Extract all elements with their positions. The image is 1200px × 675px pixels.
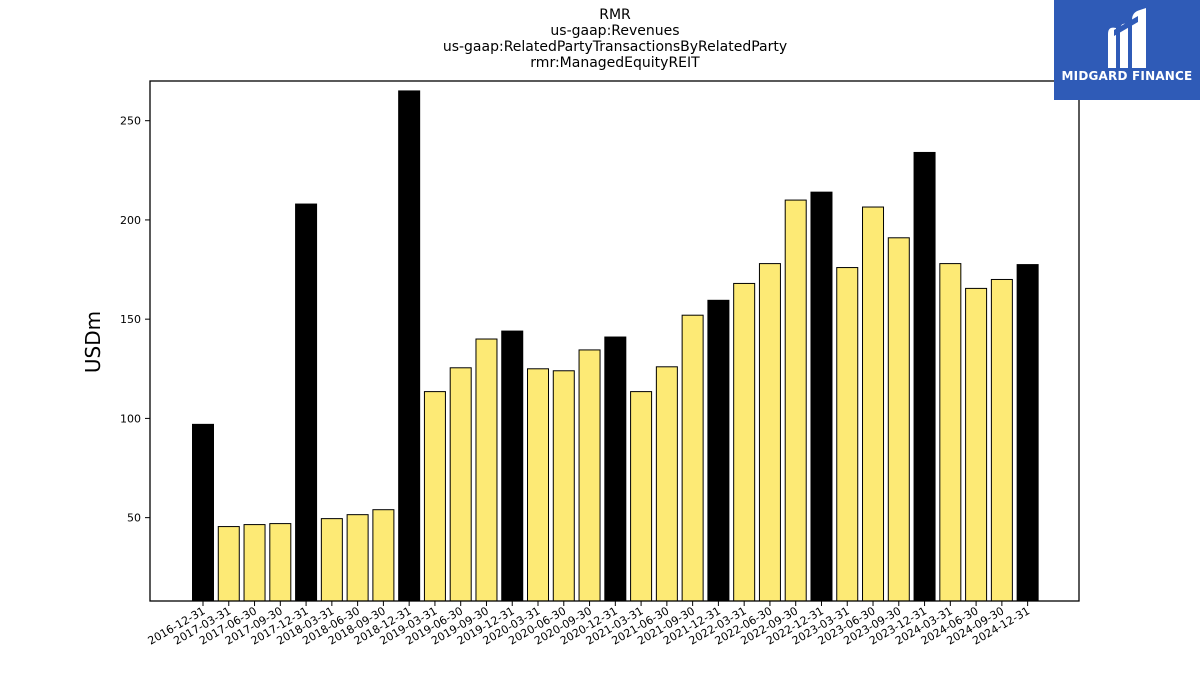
midgard-finance-logo: MIDGARD FINANCE bbox=[1054, 0, 1200, 100]
bar-2016-12-31 bbox=[192, 423, 214, 602]
bar-2018-06-30 bbox=[346, 514, 369, 602]
bar-2022-09-30 bbox=[784, 199, 807, 602]
bar-2021-12-31 bbox=[707, 299, 730, 602]
bar-2022-06-30 bbox=[758, 263, 781, 602]
midgard-logo-mark-icon bbox=[1108, 8, 1146, 69]
bar-2018-03-31 bbox=[320, 518, 343, 602]
bar-2022-03-31 bbox=[733, 282, 756, 602]
chart-title-line-3: us-gaap:RelatedPartyTransactionsByRelate… bbox=[442, 39, 788, 55]
chart-title-line-2: us-gaap:Revenues bbox=[550, 23, 680, 39]
y-tick-label: 150 bbox=[120, 313, 141, 326]
bar-2017-12-31 bbox=[295, 203, 318, 602]
bar-2022-12-31 bbox=[810, 191, 833, 602]
logo-text: MIDGARD FINANCE bbox=[1061, 69, 1193, 83]
bar-2017-09-30 bbox=[269, 523, 292, 602]
bar-2019-12-31 bbox=[501, 330, 524, 602]
bar-2019-09-30 bbox=[475, 338, 498, 602]
bar-2024-09-30 bbox=[990, 278, 1013, 602]
bar-2018-12-31 bbox=[398, 90, 421, 602]
bar-2021-06-30 bbox=[655, 366, 678, 602]
bar-2024-06-30 bbox=[965, 287, 988, 602]
bar-2023-12-31 bbox=[913, 151, 936, 602]
chart-title-line-4: rmr:ManagedEquityREIT bbox=[530, 55, 700, 71]
bar-2021-03-31 bbox=[630, 391, 653, 602]
bar-2020-12-31 bbox=[604, 336, 627, 602]
bar-2017-06-30 bbox=[243, 524, 266, 602]
chart-title-line-1: RMR bbox=[599, 7, 631, 23]
bar-2021-09-30 bbox=[681, 314, 704, 602]
y-tick-label: 200 bbox=[120, 214, 141, 227]
bar-2023-06-30 bbox=[862, 206, 885, 602]
bar-2020-06-30 bbox=[552, 370, 575, 602]
y-tick-label: 100 bbox=[120, 412, 141, 425]
y-tick-label: 50 bbox=[127, 512, 141, 525]
bars-layer bbox=[192, 90, 1039, 602]
bar-2017-03-31 bbox=[217, 526, 240, 602]
bar-2023-09-30 bbox=[887, 237, 910, 602]
plot-frame bbox=[149, 80, 1080, 602]
bar-2020-09-30 bbox=[578, 349, 601, 602]
y-tick-label: 250 bbox=[120, 115, 141, 128]
bar-2024-03-31 bbox=[939, 263, 962, 602]
bar-2019-06-30 bbox=[449, 367, 472, 602]
bar-2023-03-31 bbox=[836, 267, 859, 602]
bar-2020-03-31 bbox=[527, 368, 550, 602]
bar-2024-12-31 bbox=[1016, 264, 1039, 602]
bar-2019-03-31 bbox=[423, 391, 446, 602]
bar-2018-09-30 bbox=[372, 509, 395, 602]
